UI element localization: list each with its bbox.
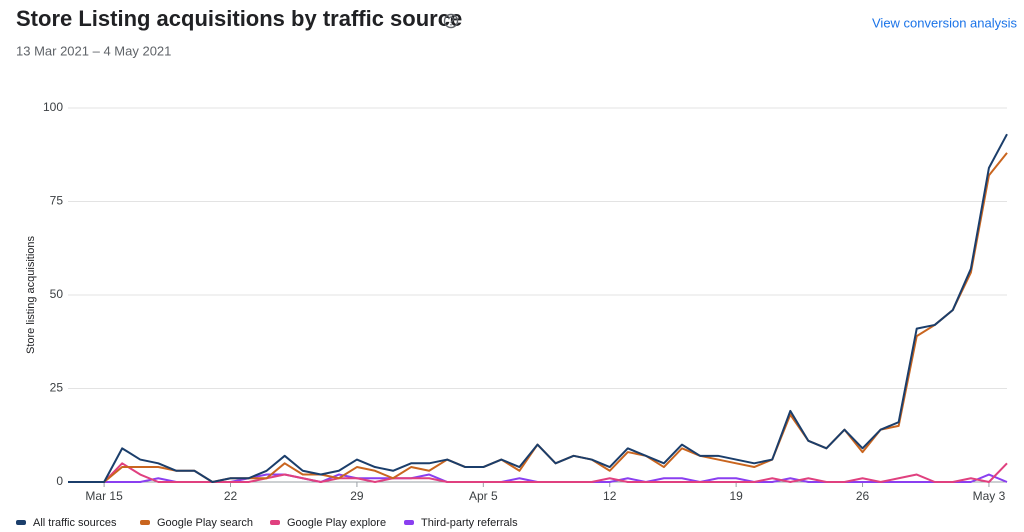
series-line — [68, 462, 1008, 483]
x-tick-label: 19 — [729, 489, 743, 503]
x-tick-label: Apr 5 — [469, 489, 498, 503]
legend-swatch — [140, 520, 150, 525]
subtitle: 13 Mar 2021 – 4 May 2021 — [16, 43, 171, 58]
y-tick-label: 50 — [50, 287, 64, 301]
series-line — [68, 152, 1008, 483]
x-tick-label: 29 — [350, 489, 364, 503]
y-tick-label: 0 — [56, 474, 63, 488]
legend-swatch — [270, 520, 280, 525]
y-tick-label: 100 — [43, 100, 63, 114]
legend-label: All traffic sources — [33, 517, 117, 529]
x-tick-label: Mar 15 — [85, 489, 123, 503]
chart-title: Store Listing acquisitions by traffic so… — [16, 6, 462, 31]
help-icon[interactable] — [443, 13, 459, 29]
legend-swatch — [404, 520, 414, 525]
y-tick-label: 75 — [50, 194, 64, 208]
x-tick-label: 26 — [856, 489, 870, 503]
conversion-link[interactable]: View conversion analysis — [872, 15, 1017, 30]
x-tick-label: 22 — [224, 489, 238, 503]
x-tick-label: May 3 — [973, 489, 1006, 503]
series-line — [68, 133, 1008, 483]
x-tick-label: 12 — [603, 489, 617, 503]
legend-label: Third-party referrals — [421, 517, 518, 529]
legend-label: Google Play explore — [287, 517, 386, 529]
legend-label: Google Play search — [157, 517, 253, 529]
y-tick-label: 25 — [50, 381, 64, 395]
legend-swatch — [16, 520, 26, 525]
y-axis-label: Store listing acquisitions — [25, 236, 37, 355]
